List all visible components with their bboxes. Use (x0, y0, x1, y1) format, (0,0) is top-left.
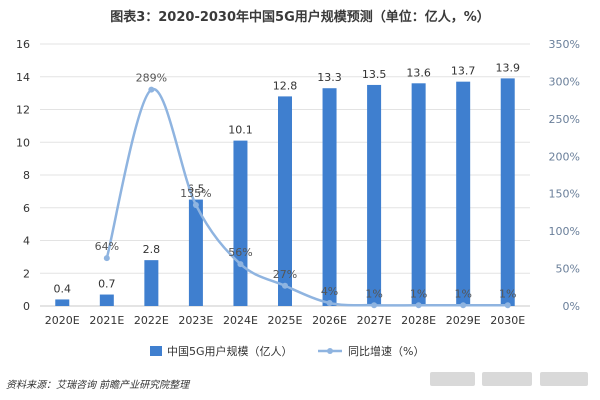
x-axis-tick: 2023E (178, 314, 213, 327)
growth-value-label: 1% (410, 287, 427, 300)
x-axis-tick: 2027E (357, 314, 392, 327)
right-axis-tick: 150% (549, 188, 580, 201)
legend-swatch-bar (150, 346, 162, 356)
bar-value-label: 13.6 (406, 66, 431, 79)
bar (411, 83, 426, 306)
bar-value-label: 13.9 (495, 61, 520, 74)
growth-point (192, 201, 199, 208)
watermark-blur (430, 372, 475, 386)
growth-value-label: 289% (136, 72, 167, 85)
right-axis-tick: 250% (549, 113, 580, 126)
legend-swatch-line-marker (327, 348, 333, 354)
bar-value-label: 0.7 (98, 278, 116, 291)
bar (278, 96, 292, 307)
growth-point (504, 302, 511, 309)
bar (188, 199, 203, 306)
right-axis-tick: 300% (549, 75, 580, 88)
growth-value-label: 4% (321, 285, 338, 298)
bar-value-label: 13.5 (362, 68, 387, 81)
bar (456, 81, 471, 306)
left-axis-tick: 14 (16, 71, 30, 84)
growth-value-label: 1% (365, 287, 382, 300)
growth-value-label: 1% (454, 287, 471, 300)
bar (500, 78, 515, 306)
left-axis-tick: 2 (23, 267, 30, 280)
watermark-blur (482, 372, 532, 386)
growth-point (326, 300, 333, 307)
bar (55, 299, 70, 306)
bar-value-label: 13.7 (451, 65, 476, 78)
left-axis-tick: 0 (23, 300, 30, 313)
x-axis-tick: 2020E (45, 314, 80, 327)
right-axis-tick: 350% (549, 38, 580, 51)
growth-point (103, 255, 110, 262)
x-axis-tick: 2024E (223, 314, 258, 327)
growth-value-label: 64% (95, 240, 119, 253)
bar-value-label: 10.1 (228, 124, 253, 137)
x-axis-tick: 2026E (312, 314, 347, 327)
growth-value-label: 1% (499, 287, 516, 300)
bar-value-label: 2.8 (143, 243, 161, 256)
left-axis-tick: 12 (16, 104, 30, 117)
bar-value-label: 0.4 (54, 282, 72, 295)
left-axis-tick: 8 (23, 169, 30, 182)
bar-value-label: 13.3 (317, 71, 342, 84)
growth-point (460, 302, 467, 309)
growth-point (371, 302, 378, 309)
growth-point (415, 302, 422, 309)
right-axis-tick: 50% (556, 263, 580, 276)
x-axis-tick: 2021E (89, 314, 124, 327)
legend-label-line: 同比增速（%） (348, 344, 424, 358)
x-axis-tick: 2030E (490, 314, 525, 327)
growth-value-label: 56% (228, 246, 252, 259)
chart-title: 图表3：2020-2030年中国5G用户规模预测（单位：亿人，%） (110, 10, 490, 25)
bar (99, 294, 114, 306)
x-axis-tick: 2029E (446, 314, 481, 327)
bar (367, 84, 382, 306)
bar (233, 140, 248, 306)
bar-value-label: 12.8 (273, 79, 298, 92)
right-axis-tick: 0% (563, 300, 580, 313)
x-axis-tick: 2025E (268, 314, 303, 327)
growth-value-label: 135% (180, 187, 211, 200)
x-axis-tick: 2028E (401, 314, 436, 327)
watermark-blur (540, 372, 588, 386)
growth-point (237, 261, 244, 268)
right-axis-tick: 200% (549, 150, 580, 163)
left-axis-tick: 6 (23, 202, 30, 215)
left-axis-tick: 16 (16, 38, 30, 51)
growth-point (148, 86, 155, 93)
source-note: 资料来源：艾瑞咨询 前瞻产业研究院整理 (6, 380, 190, 391)
bar (322, 88, 337, 307)
growth-value-label: 27% (273, 268, 297, 281)
left-axis-tick: 10 (16, 136, 30, 149)
bar (144, 260, 159, 306)
growth-point (282, 282, 288, 289)
left-axis-tick: 4 (23, 235, 30, 248)
legend-label-bar: 中国5G用户规模（亿人） (167, 344, 293, 358)
right-axis-tick: 100% (549, 225, 580, 238)
x-axis-tick: 2022E (134, 314, 169, 327)
